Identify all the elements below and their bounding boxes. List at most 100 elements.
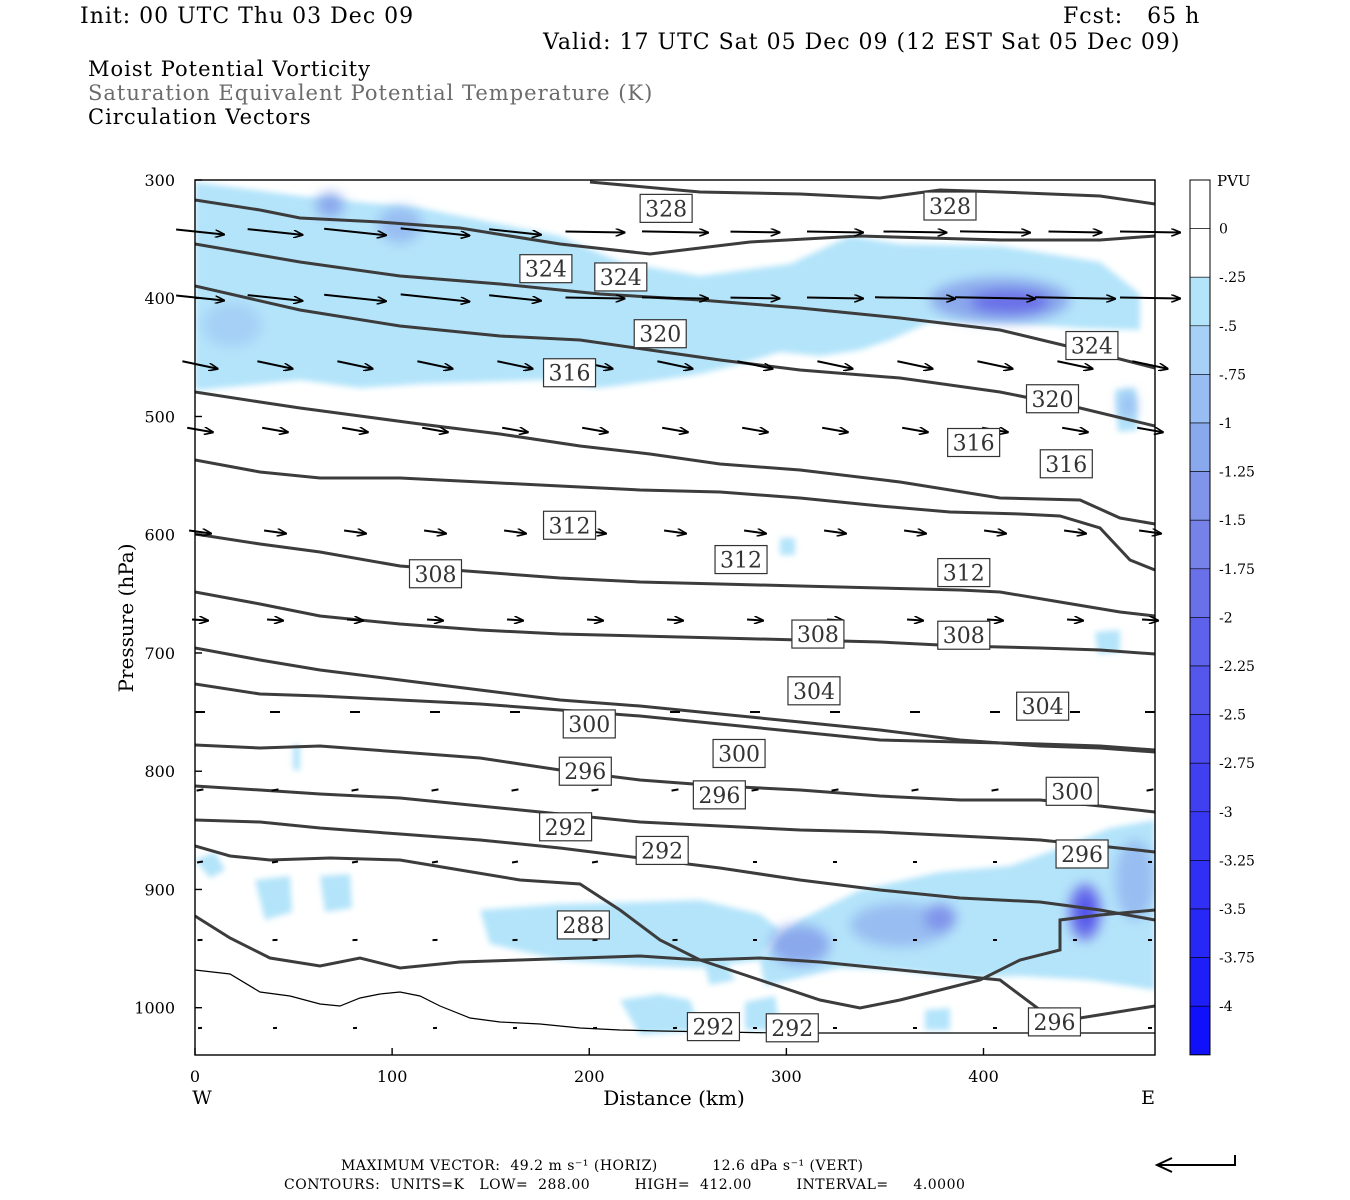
- circulation-vector: [502, 428, 528, 433]
- contour-label: 320: [1031, 388, 1073, 413]
- contour-line: [195, 532, 1155, 618]
- y-axis-ticks: 300 400 500 600 700 800 900 1000: [134, 171, 202, 1018]
- contour-line: [589, 180, 1155, 206]
- field-title-mpv: Moist Potential Vorticity: [88, 57, 371, 81]
- contour-label-box: [542, 510, 597, 540]
- circulation-vector: [506, 619, 523, 620]
- contour-label-box: [1027, 1007, 1082, 1037]
- circulation-vector: [188, 530, 211, 533]
- colorbar-swatch: [1189, 179, 1211, 229]
- circulation-vector: [176, 228, 224, 234]
- colorbar-level-label: -2: [1219, 610, 1233, 626]
- colorbar-level-label: -3.5: [1219, 902, 1246, 918]
- contour-label: 312: [720, 549, 762, 574]
- circulation-vector: [565, 297, 625, 298]
- contour-label: 316: [549, 362, 591, 387]
- circulation-vector: [266, 619, 283, 620]
- circulation-vector: [1119, 231, 1180, 232]
- contour-label-box: [692, 780, 746, 810]
- y-tick-label: 900: [144, 880, 175, 899]
- y-axis-title: Pressure (hPa): [114, 544, 138, 693]
- circulation-vector: [247, 228, 303, 235]
- circulation-vector: [1063, 530, 1086, 533]
- circulation-vector: [591, 860, 599, 864]
- contour-label: 308: [797, 623, 839, 648]
- contour-label-box: [639, 193, 693, 223]
- circulation-vector: [1137, 428, 1163, 433]
- colorbar-swatch: [1189, 568, 1211, 618]
- y-tick-label: 500: [144, 407, 175, 426]
- circulation-vector: [182, 360, 217, 368]
- circulation-vector: [666, 619, 683, 620]
- circulation-vector: [489, 228, 541, 234]
- x-axis-ticks: 0 100 200 300 400: [190, 1048, 999, 1086]
- contour-label-box: [686, 1012, 741, 1042]
- x-axis-title: Distance (km): [603, 1086, 745, 1110]
- plot-frame: [194, 179, 1156, 1056]
- circulation-vector: [657, 360, 692, 368]
- circulation-vector: [823, 530, 846, 533]
- y-tick-label: 400: [144, 289, 175, 308]
- x-tick-label: 0: [190, 1067, 200, 1086]
- contour-label: 328: [645, 197, 687, 222]
- circulation-vector: [1146, 788, 1154, 792]
- circulation-vector: [1132, 360, 1167, 368]
- contour-label: 292: [641, 839, 683, 864]
- contour-label-box: [1039, 449, 1093, 479]
- x-tick-label: 200: [574, 1067, 605, 1086]
- circulation-vector: [422, 428, 448, 433]
- circulation-vector: [489, 294, 541, 300]
- circulation-vector: [897, 360, 932, 368]
- colorbar-swatch: [1189, 471, 1211, 521]
- contour-label-box: [947, 427, 1001, 458]
- circulation-vector: [586, 619, 603, 620]
- contour-label: 312: [943, 562, 985, 587]
- colorbar-swatch: [1189, 617, 1211, 667]
- circulation-vector: [817, 360, 852, 368]
- circulation-vector: [196, 860, 204, 864]
- circulation-vector: [983, 530, 1006, 533]
- circulation-vector: [400, 227, 470, 235]
- contour-label: 316: [1045, 453, 1087, 478]
- contour-label-box: [1045, 776, 1099, 806]
- circulation-vectors: [176, 227, 1180, 1030]
- field-title-vectors: Circulation Vectors: [88, 105, 312, 129]
- contour-label-box: [1016, 691, 1070, 721]
- circulation-vector: [671, 788, 679, 792]
- contour-label-box: [1065, 330, 1119, 361]
- theta-es-contours: [195, 180, 1155, 1020]
- contour-label-box: [558, 756, 612, 786]
- circulation-vector: [582, 428, 608, 433]
- reference-vector-icon: [1154, 1155, 1236, 1173]
- circulation-vector: [746, 619, 763, 620]
- colorbar-level-label: -1.75: [1219, 562, 1255, 578]
- contour-label: 324: [525, 258, 567, 283]
- contour-line: [195, 914, 1155, 1020]
- colorbar-level-label: -4: [1219, 999, 1233, 1015]
- circulation-vector: [271, 788, 279, 792]
- circulation-vector: [751, 788, 759, 792]
- y-tick-label: 700: [144, 644, 175, 663]
- circulation-vector: [991, 788, 999, 792]
- colorbar-swatch: [1189, 276, 1211, 327]
- circulation-vector: [511, 788, 519, 792]
- circulation-vector: [591, 788, 599, 792]
- contour-label: 308: [943, 624, 985, 649]
- colorbar-level-label: -.25: [1219, 270, 1246, 286]
- colorbar-level-label: -3: [1219, 805, 1233, 821]
- circulation-vector: [1066, 619, 1083, 620]
- circulation-vector: [986, 619, 1003, 620]
- circulation-vector: [822, 428, 848, 433]
- forecast-hour-label: Fcst: 65 h: [1063, 4, 1201, 29]
- contour-line: [195, 458, 1155, 572]
- colorbar-swatch: [1189, 1005, 1211, 1056]
- contour-label-box: [937, 557, 991, 588]
- circulation-vector: [743, 530, 766, 533]
- contour-label: 320: [639, 323, 681, 348]
- circulation-vector: [742, 428, 768, 433]
- circulation-vector: [351, 860, 359, 864]
- circulation-vector: [497, 360, 532, 368]
- colorbar-level-label: -1.5: [1219, 513, 1246, 529]
- colorbar-level-label: -3.25: [1219, 853, 1255, 869]
- circulation-vector: [196, 788, 204, 792]
